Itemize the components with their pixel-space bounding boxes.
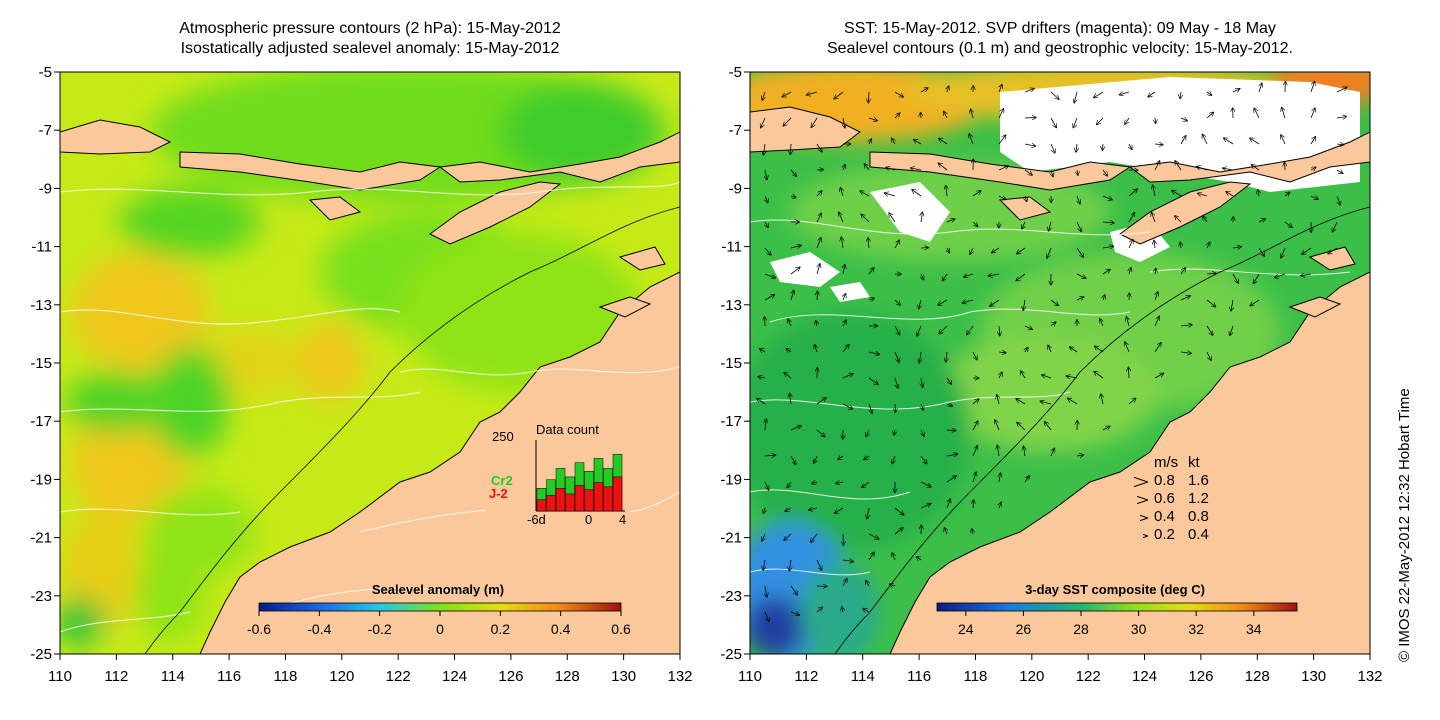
velocity-kt-value: 1.2 [1188,490,1209,507]
y-tick-label: -5 [39,64,52,81]
y-tick-label: -21 [30,530,52,547]
x-tick-label: 112 [104,668,128,685]
velocity-ms-value: 0.6 [1154,490,1175,507]
x-tick-label: 116 [217,668,241,685]
y-tick-label: -5 [729,64,742,81]
x-tick-label: 124 [442,668,467,685]
x-tick-label: 132 [1357,668,1382,685]
y-tick-label: -17 [30,413,52,430]
velocity-kt-value: 1.6 [1188,472,1209,489]
y-tick-label: -9 [39,180,52,197]
x-tick-label: 126 [498,668,523,685]
x-tick-label: 126 [1188,668,1213,685]
y-tick-label: -11 [31,239,52,256]
y-tick-label: -25 [720,646,742,663]
y-tick-label: -21 [720,530,742,547]
sst-map [750,72,1370,654]
velocity-kt-value: 0.8 [1188,508,1209,525]
y-tick-label: -15 [30,355,52,372]
velocity-ms-value: 0.8 [1154,472,1175,489]
x-tick-label: 124 [1132,668,1157,685]
legend-header-kt: kt [1188,454,1200,471]
x-tick-label: 110 [48,668,72,685]
x-tick-label: 122 [1076,668,1101,685]
left-panel-title: Atmospheric pressure contours (2 hPa): 1… [60,19,680,59]
x-tick-label: 128 [555,668,580,685]
x-tick-label: 118 [273,668,297,685]
right-x-ticks: 110 112 114 116 118 120 122 124 126 128 130 132 [738,654,1383,685]
x-tick-label: 114 [161,668,185,685]
x-tick-label: 130 [611,668,636,685]
velocity-arrow [764,317,765,327]
y-tick-label: -13 [720,297,742,314]
legend-header-ms: m/s [1154,454,1179,471]
y-tick-label: -23 [30,588,52,605]
y-tick-label: -11 [721,239,742,256]
data-count-inset [485,427,630,522]
y-tick-label: -15 [720,355,742,372]
y-tick-label: -13 [30,297,52,314]
left-x-ticks: 110 112 114 116 118 120 122 124 126 128 130 132 [48,654,693,685]
velocity-arrow-icon [1136,493,1150,505]
right-y-ticks: -5 -7 -9 -11 -13 -15 -17 -19 -21 -23 -25 [720,64,750,663]
velocity-ms-value: 0.4 [1154,508,1175,525]
x-tick-label: 110 [738,668,762,685]
sealevel-anomaly-map [60,72,680,654]
velocity-arrow [843,533,844,545]
y-tick-label: -9 [729,180,742,197]
velocity-arrow-icon [1139,511,1150,523]
y-tick-label: -7 [729,122,742,139]
y-tick-label: -17 [720,413,742,430]
left-title-line2: Isostatically adjusted sealevel anomaly:… [180,40,560,57]
left-title-line1: Atmospheric pressure contours (2 hPa): 1… [179,20,561,37]
imos-credit: © IMOS 22-May-2012 12:32 Hobart Time [1396,388,1413,662]
right-panel-title: SST: 15-May-2012. SVP drifters (magenta)… [740,19,1380,59]
x-tick-label: 116 [907,668,931,685]
y-tick-label: -19 [30,471,52,488]
x-tick-label: 130 [1301,668,1326,685]
velocity-ms-value: 0.2 [1154,526,1175,543]
y-tick-label: -7 [39,122,52,139]
right-title-line2: Sealevel contours (0.1 m) and geostrophi… [826,40,1293,57]
y-tick-label: -25 [30,646,52,663]
left-y-ticks: -5 -7 -9 -11 -13 -15 -17 -19 -21 -23 -25 [30,64,60,663]
x-tick-label: 120 [1019,668,1044,685]
x-tick-label: 114 [851,668,875,685]
x-tick-label: 122 [386,668,411,685]
y-tick-label: -23 [720,588,742,605]
x-tick-label: 128 [1245,668,1270,685]
x-tick-label: 112 [794,668,818,685]
velocity-arrow-icon [1142,529,1150,541]
velocity-kt-value: 0.4 [1188,526,1209,543]
right-title-line1: SST: 15-May-2012. SVP drifters (magenta)… [844,20,1276,37]
velocity-arrow [973,500,974,509]
velocity-arrow-icon [1133,475,1150,488]
x-tick-label: 118 [963,668,987,685]
y-tick-label: -19 [720,471,742,488]
x-tick-label: 132 [667,668,692,685]
x-tick-label: 120 [329,668,354,685]
